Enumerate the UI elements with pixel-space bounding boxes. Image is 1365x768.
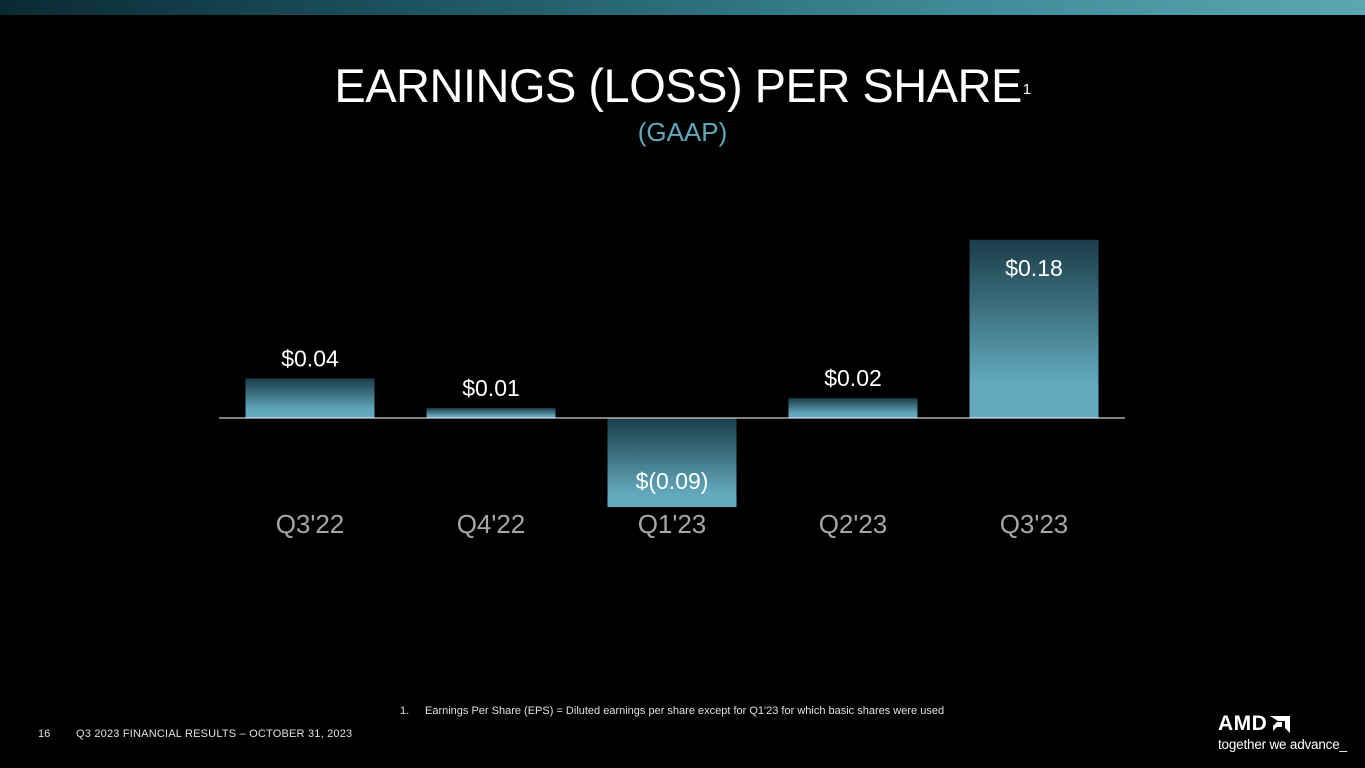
category-label-3: Q2'23 xyxy=(819,509,888,539)
footnote-number: 1. xyxy=(400,705,410,717)
value-label-3: $0.02 xyxy=(824,365,882,391)
bar-0 xyxy=(245,378,375,418)
footer-text: Q3 2023 FINANCIAL RESULTS – OCTOBER 31, … xyxy=(76,728,353,740)
amd-arrow-icon xyxy=(1270,715,1291,733)
page-number: 16 xyxy=(38,728,51,740)
value-label-1: $0.01 xyxy=(462,375,520,401)
amd-logo-text: AMD xyxy=(1218,712,1268,735)
value-label-2: $(0.09) xyxy=(636,468,709,494)
bar-2 xyxy=(607,418,737,508)
amd-tagline: together we advance_ xyxy=(1218,737,1347,752)
bar-4 xyxy=(969,239,1099,418)
top-accent-bar xyxy=(0,0,1365,15)
amd-wordmark: AMD xyxy=(1218,713,1353,735)
category-label-2: Q1'23 xyxy=(638,509,707,539)
footnote-text: Earnings Per Share (EPS) = Diluted earni… xyxy=(425,705,945,717)
footnote: 1. Earnings Per Share (EPS) = Diluted ear… xyxy=(400,705,944,717)
title-footnote-marker: 1 xyxy=(1022,81,1031,98)
title-text: EARNINGS (LOSS) PER SHARE xyxy=(334,59,1022,112)
category-label-0: Q3'22 xyxy=(276,509,345,539)
value-label-4: $0.18 xyxy=(1005,255,1063,281)
category-label-4: Q3'23 xyxy=(1000,509,1069,539)
slide-subtitle: (GAAP) xyxy=(637,117,728,147)
slide-title: EARNINGS (LOSS) PER SHARE1 xyxy=(0,58,1365,114)
value-label-0: $0.04 xyxy=(281,345,339,371)
bar-3 xyxy=(788,398,918,418)
bar-1 xyxy=(426,408,556,418)
amd-logo: AMD together we advance_ xyxy=(1218,713,1353,753)
category-label-1: Q4'22 xyxy=(457,509,526,539)
